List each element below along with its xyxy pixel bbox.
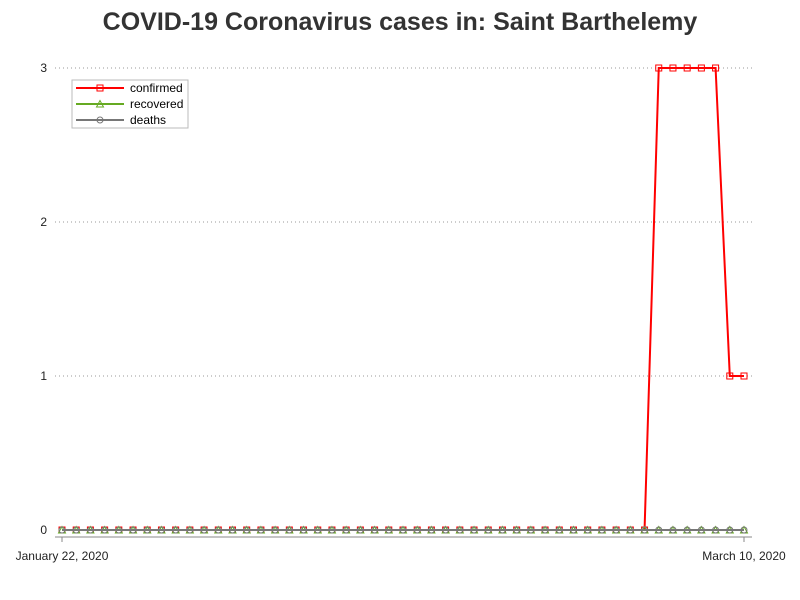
data-point xyxy=(214,526,222,534)
data-point xyxy=(129,526,137,534)
data-point xyxy=(96,116,104,124)
y-tick-label: 0 xyxy=(40,523,47,537)
data-point xyxy=(257,526,265,534)
data-point xyxy=(314,526,322,534)
data-point xyxy=(726,372,734,380)
data-point xyxy=(712,526,720,534)
legend-item-recovered: recovered xyxy=(76,97,183,111)
legend-item-deaths: deaths xyxy=(76,113,166,127)
data-point xyxy=(95,99,105,108)
series-confirmed xyxy=(58,64,748,534)
data-point xyxy=(484,526,492,534)
data-point xyxy=(655,526,663,534)
data-point xyxy=(697,64,705,72)
data-point xyxy=(356,526,364,534)
data-point xyxy=(669,526,677,534)
legend-label: deaths xyxy=(130,113,166,127)
data-point xyxy=(626,526,634,534)
data-point xyxy=(541,526,549,534)
data-point xyxy=(200,526,208,534)
y-tick-label: 3 xyxy=(40,61,47,75)
x-tick-label: January 22, 2020 xyxy=(16,549,109,563)
data-point xyxy=(612,526,620,534)
data-point xyxy=(584,526,592,534)
data-point xyxy=(328,526,336,534)
y-tick-label: 1 xyxy=(40,369,47,383)
data-point xyxy=(271,526,279,534)
data-point xyxy=(243,526,251,534)
data-point xyxy=(58,526,66,534)
grid-lines xyxy=(55,67,752,377)
axes: 0 1 2 3 January 22, 2020 March 10, 2020 xyxy=(16,61,786,563)
data-point xyxy=(115,526,123,534)
data-point xyxy=(72,526,80,534)
data-point xyxy=(285,526,293,534)
data-point xyxy=(157,526,165,534)
data-point xyxy=(427,526,435,534)
data-point xyxy=(527,526,535,534)
data-point xyxy=(86,526,94,534)
data-point xyxy=(740,372,748,380)
data-point xyxy=(300,526,308,534)
data-point xyxy=(655,64,663,72)
data-point xyxy=(641,526,649,534)
y-tick-label: 2 xyxy=(40,215,47,229)
data-point xyxy=(697,526,705,534)
data-point xyxy=(726,526,734,534)
data-point xyxy=(413,526,421,534)
data-point xyxy=(399,526,407,534)
data-point xyxy=(442,526,450,534)
series-deaths xyxy=(58,526,748,534)
legend: confirmed recovered deaths xyxy=(71,79,189,129)
data-point xyxy=(229,526,236,534)
legend-label: confirmed xyxy=(130,81,183,95)
chart-title: COVID-19 Coronavirus cases in: Saint Bar… xyxy=(102,8,698,36)
data-point xyxy=(186,526,194,534)
data-point xyxy=(385,526,393,534)
data-point xyxy=(172,526,180,534)
data-point xyxy=(470,526,478,534)
data-point xyxy=(683,64,691,72)
x-tick-label: March 10, 2020 xyxy=(702,549,786,563)
data-point xyxy=(513,526,521,534)
data-point xyxy=(555,526,563,534)
data-point xyxy=(101,526,109,534)
data-point xyxy=(570,526,577,534)
data-point xyxy=(96,84,104,92)
data-point xyxy=(683,526,691,534)
data-point xyxy=(371,526,379,534)
data-point xyxy=(498,526,506,534)
data-point xyxy=(342,526,350,534)
data-point xyxy=(143,526,151,534)
data-point xyxy=(740,526,748,534)
legend-label: recovered xyxy=(130,97,183,111)
data-point xyxy=(712,64,720,72)
legend-item-confirmed: confirmed xyxy=(76,81,183,95)
data-point xyxy=(669,64,677,72)
series-line-confirmed xyxy=(62,67,744,531)
data-point xyxy=(598,526,606,534)
series-layer xyxy=(57,64,749,534)
data-point xyxy=(456,526,464,534)
